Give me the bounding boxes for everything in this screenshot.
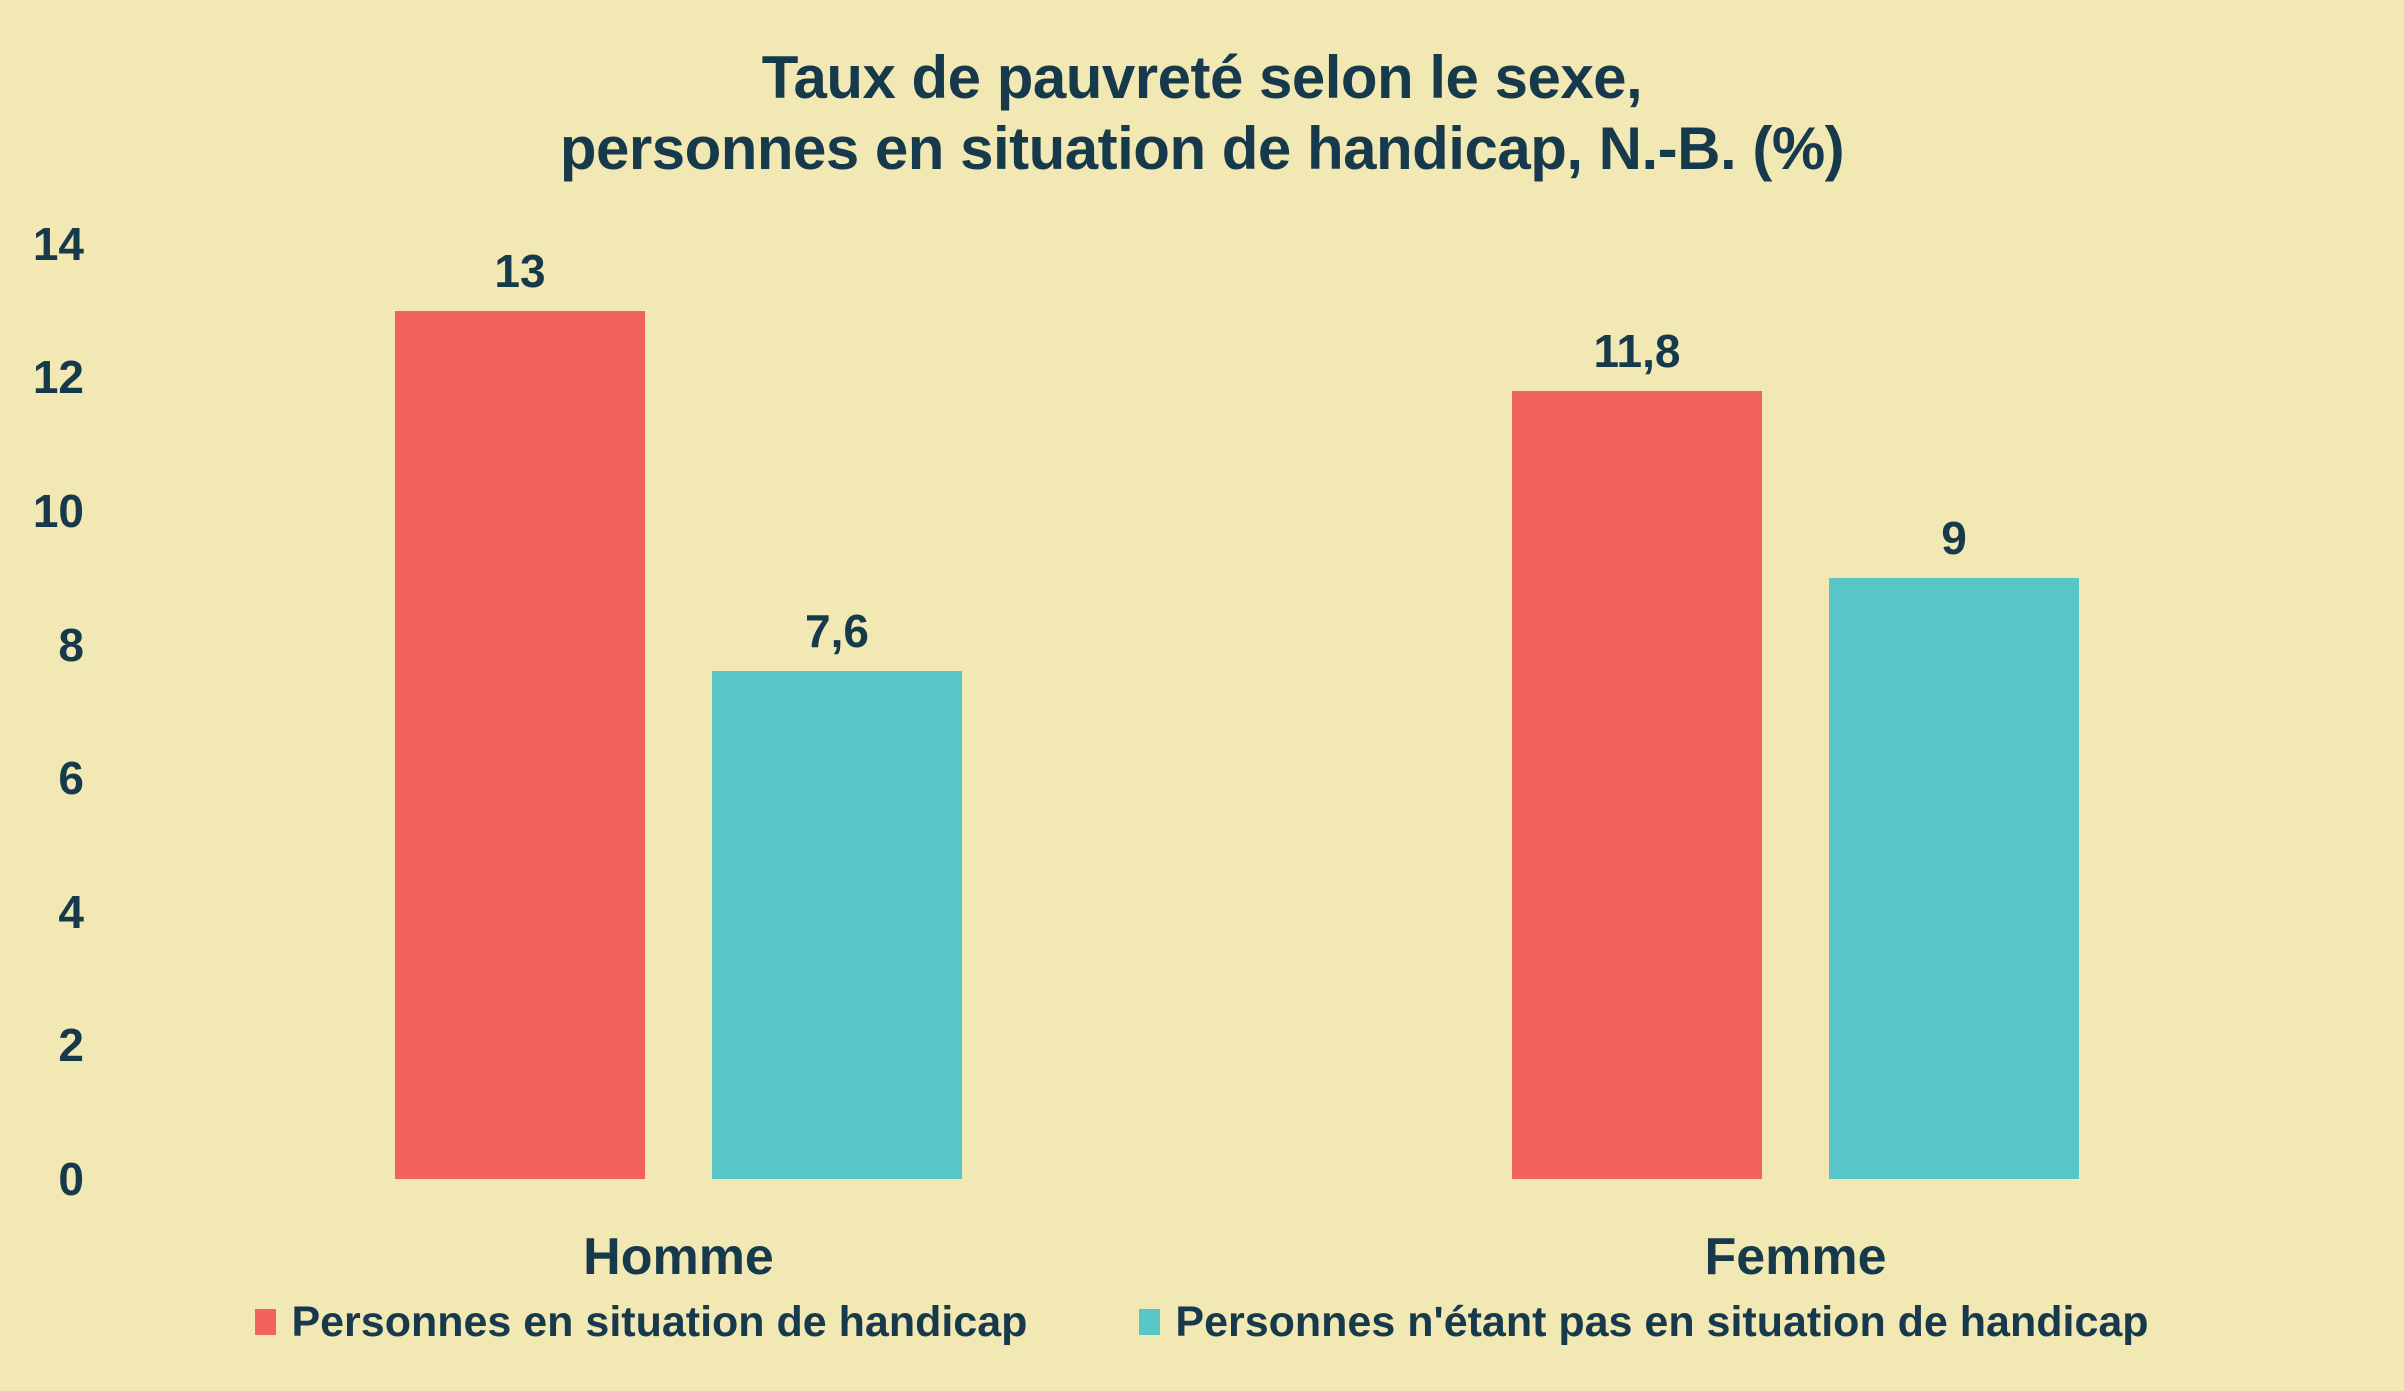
y-tick-label-14: 14 xyxy=(32,217,84,270)
value-label-homme-series1: 13 xyxy=(494,244,546,297)
bar-homme-series1 xyxy=(395,310,645,1179)
value-label-homme-series2: 7,6 xyxy=(805,605,869,658)
bar-femme-series1 xyxy=(1512,390,1762,1179)
y-tick-label-12: 12 xyxy=(32,351,84,404)
legend-item-series1: Personnes en situation de handicap xyxy=(255,1297,1027,1347)
bar-homme-series2 xyxy=(712,671,962,1179)
legend: Personnes en situation de handicap Person… xyxy=(0,1292,2404,1352)
y-tick-label-2: 2 xyxy=(58,1019,84,1072)
legend-swatch-icon xyxy=(1139,1309,1161,1335)
legend-swatch-icon xyxy=(255,1309,277,1335)
legend-item-series2: Personnes n'étant pas en situation de ha… xyxy=(1139,1297,2149,1347)
y-tick-label-8: 8 xyxy=(58,618,84,671)
category-label-homme: Homme xyxy=(583,1228,774,1286)
value-label-femme-series1: 11,8 xyxy=(1593,324,1681,377)
y-tick-label-0: 0 xyxy=(58,1153,84,1205)
legend-label-series1: Personnes en situation de handicap xyxy=(291,1298,1028,1346)
bar-femme-series2 xyxy=(1829,577,2079,1179)
y-tick-label-4: 4 xyxy=(58,885,84,938)
value-label-femme-series2: 9 xyxy=(1941,511,1967,564)
y-tick-label-10: 10 xyxy=(32,485,84,537)
legend-label-series2: Personnes n'étant pas en situation de ha… xyxy=(1175,1298,2149,1346)
chart-title-line2: personnes en situation de handicap, N.-B… xyxy=(559,115,1845,182)
y-tick-label-6: 6 xyxy=(58,752,84,805)
chart-title: Taux de pauvreté selon le sexe, personne… xyxy=(0,42,2404,184)
category-label-femme: Femme xyxy=(1704,1228,1887,1286)
chart-title-line1: Taux de pauvreté selon le sexe, xyxy=(761,44,1643,111)
